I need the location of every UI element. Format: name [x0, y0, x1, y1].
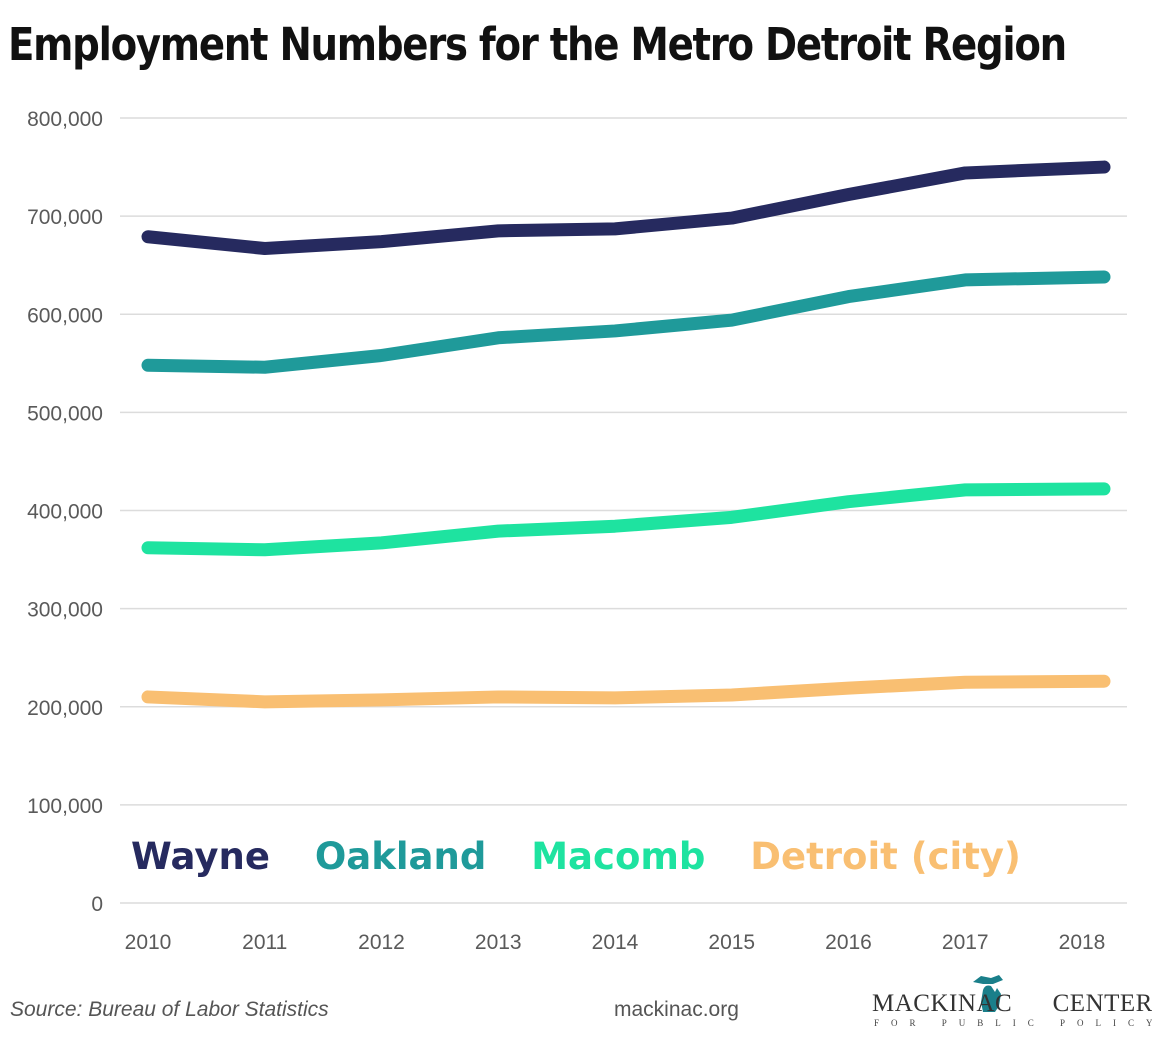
y-tick-label: 200,000 [27, 697, 103, 720]
series-line-wayne [141, 160, 1111, 256]
x-tick-label: 2011 [242, 931, 287, 954]
legend-macomb: Macomb [531, 835, 706, 878]
legend-wayne: Wayne [131, 835, 270, 878]
site-url: mackinac.org [614, 998, 739, 1021]
x-tick-label: 2018 [1059, 931, 1106, 954]
chart-title: Employment Numbers for the Metro Detroit… [8, 18, 1067, 71]
x-tick-label: 2014 [592, 931, 639, 954]
x-tick-label: 2016 [825, 931, 872, 954]
series-line-oakland [141, 270, 1111, 374]
legend-oakland: Oakland [314, 835, 487, 878]
y-tick-label: 800,000 [27, 108, 103, 131]
series-line-macomb [141, 482, 1111, 557]
y-tick-label: 700,000 [27, 206, 103, 229]
source-note: Source: Bureau of Labor Statistics [10, 998, 329, 1021]
legend-detroit-city: Detroit (city) [750, 835, 1021, 878]
x-tick-label: 2010 [125, 931, 172, 954]
x-tick-label: 2015 [708, 931, 755, 954]
x-tick-label: 2017 [942, 931, 989, 954]
y-tick-label: 400,000 [27, 501, 103, 524]
x-tick-label: 2012 [358, 931, 405, 954]
michigan-map-icon [973, 975, 1003, 1012]
y-tick-label: 500,000 [27, 402, 103, 425]
y-tick-label: 300,000 [27, 599, 103, 622]
mackinac-center-logo: MACKINAC CENTER FOR PUBLIC POLICY [872, 972, 1152, 1032]
y-tick-label: 100,000 [27, 795, 103, 818]
x-tick-label: 2013 [475, 931, 522, 954]
series-line-detroit-city [141, 674, 1111, 709]
legend: Wayne Oakland Macomb Detroit (city) [0, 835, 1152, 878]
y-tick-label: 600,000 [27, 304, 103, 327]
y-tick-label: 0 [91, 893, 103, 916]
